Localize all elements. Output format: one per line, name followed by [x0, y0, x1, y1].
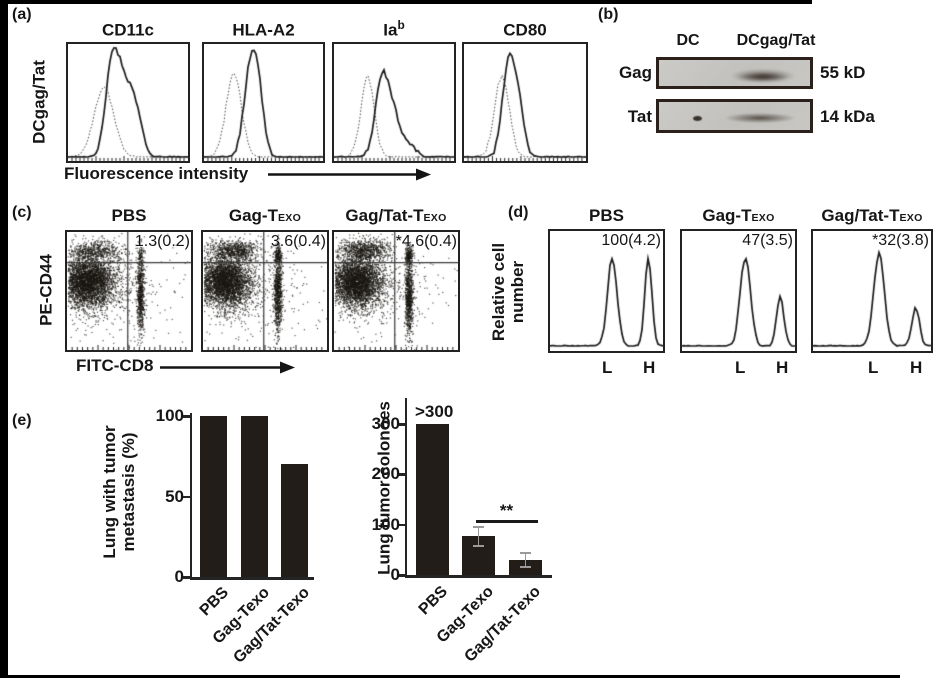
dotplot-title-gag-texo: Gag-TEXO [228, 206, 302, 225]
bar-Gag-Texo [241, 416, 268, 577]
panel-a-label: (a) [12, 6, 32, 23]
dotplot-pbs [65, 230, 193, 352]
blot-row-tat-label: Tat [627, 107, 652, 126]
y-tick-mark [183, 495, 190, 498]
panel-d-y-label-line2: number [508, 260, 527, 324]
scan-border-bottom [0, 675, 900, 678]
significance-line [475, 520, 538, 523]
y-tick-label: 0 [390, 565, 400, 584]
panel-a-x-axis-label: Fluorescence intensity [64, 164, 249, 183]
y-tick-label: 100 [155, 406, 184, 425]
peak-label-l-gagtat: L [868, 358, 879, 377]
panel-a-y-axis-label: DCgag/Tat [29, 60, 49, 144]
peak-label-h-gag: H [776, 358, 789, 377]
flow-histogram-hla-a2 [202, 42, 325, 163]
hist-title-gagtat-texo: Gag/Tat-TEXO [821, 206, 923, 225]
y-tick-label: 100 [371, 514, 400, 534]
y-tick-mark [398, 423, 405, 426]
peak-label-l-pbs: L [602, 358, 613, 377]
histogram-title-cd11c: CD11c [102, 20, 154, 40]
tat-dc-speck [693, 116, 702, 121]
x-axis-line [189, 577, 314, 580]
dotplot-value-pbs: 1.3(0.2) [134, 233, 190, 250]
gag-size-label: 55 kD [820, 63, 866, 82]
error-bar-cap-top [520, 552, 531, 554]
flow-histogram-iab [332, 42, 456, 163]
panel-b-label: (b) [598, 6, 619, 23]
error-bar-line [477, 527, 480, 546]
flow-histogram-cd11c [66, 42, 190, 163]
cfse-histogram-pbs [548, 229, 665, 353]
y-tick-mark [398, 523, 405, 527]
above-bar-annotation: >300 [415, 402, 454, 421]
gag-western-blot [656, 57, 813, 89]
blot-lane-dc: DC [676, 32, 700, 49]
y-tick-label: 50 [165, 486, 184, 506]
gag-band-core [739, 73, 787, 81]
histogram-title-iab: Iab [383, 18, 405, 40]
tat-western-blot [656, 99, 813, 133]
hist-value-pbs: 100(4.2) [601, 232, 661, 249]
x-axis-line [404, 575, 552, 578]
dotplot-value-gag-texo: 3.6(0.4) [270, 233, 326, 250]
cfse-histogram-gag-texo [680, 229, 797, 353]
scan-border-top [0, 0, 812, 4]
flow-histogram-cd80 [462, 42, 588, 163]
y-tick-mark [183, 415, 190, 418]
dotplot-value-gagtat-texo: *4.6(0.4) [395, 233, 457, 250]
panel-c-y-axis-label: PE-CD44 [36, 254, 56, 326]
scan-border-left [0, 0, 8, 678]
blot-row-gag-label: Gag [618, 63, 652, 82]
error-bar-cap-bottom [473, 545, 484, 547]
panel-d-y-axis-label: Relative cell number [489, 243, 527, 341]
peak-label-h-pbs: H [643, 358, 656, 377]
y-axis-line [404, 398, 407, 577]
hist-title-gag-texo: Gag-TEXO [702, 206, 775, 225]
dotplot-gagtat-texo [332, 230, 460, 352]
hist-value-gag-texo: 47(3.5) [742, 232, 793, 249]
significance-stars: ** [499, 501, 514, 521]
y-tick-label: 200 [371, 464, 400, 484]
y-tick-label: 0 [174, 567, 184, 586]
error-bar-cap-bottom [520, 566, 531, 569]
dotplot-title-pbs: PBS [111, 206, 147, 225]
panel-d-label: (d) [508, 204, 529, 221]
cd8-axis-arrow-icon [160, 361, 295, 374]
tat-size-label: 14 kDa [820, 107, 875, 126]
x-axis-arrow-icon [268, 168, 431, 181]
y-tick-label: 300 [371, 414, 400, 433]
bar-Gag/Tat-Texo [281, 464, 308, 577]
bar-PBS [200, 416, 227, 577]
chart1-y-label-line1: Lung with tumor [99, 425, 119, 559]
tat-band [725, 113, 795, 123]
panel-c-label: (c) [12, 204, 32, 221]
peak-label-h-gagtat: H [910, 358, 923, 377]
panel-d-y-label-line1: Relative cell [488, 242, 508, 342]
y-tick-mark [398, 574, 405, 577]
y-tick-mark [183, 576, 190, 579]
dotplot-title-gagtat-texo: Gag/Tat-TEXO [345, 206, 447, 225]
y-tick-mark [398, 473, 405, 476]
cfse-histogram-gagtat-texo [811, 229, 933, 353]
hist-value-gagtat-texo: *32(3.8) [872, 232, 929, 249]
histogram-title-hla-a2: HLA-A2 [232, 20, 295, 40]
error-bar-line [524, 553, 527, 567]
peak-label-l-gag: L [735, 358, 746, 377]
error-bar-cap-top [473, 526, 484, 528]
hist-title-pbs: PBS [589, 206, 624, 225]
blot-lane-dcgagtat: DCgag/Tat [736, 32, 816, 49]
y-axis-line [189, 413, 192, 579]
histogram-title-cd80: CD80 [503, 20, 547, 40]
bar-PBS [416, 424, 449, 575]
panel-c-x-axis-label: FITC-CD8 [76, 356, 154, 375]
panel-e-label: (e) [12, 412, 32, 429]
dotplot-gag-texo [201, 230, 329, 352]
